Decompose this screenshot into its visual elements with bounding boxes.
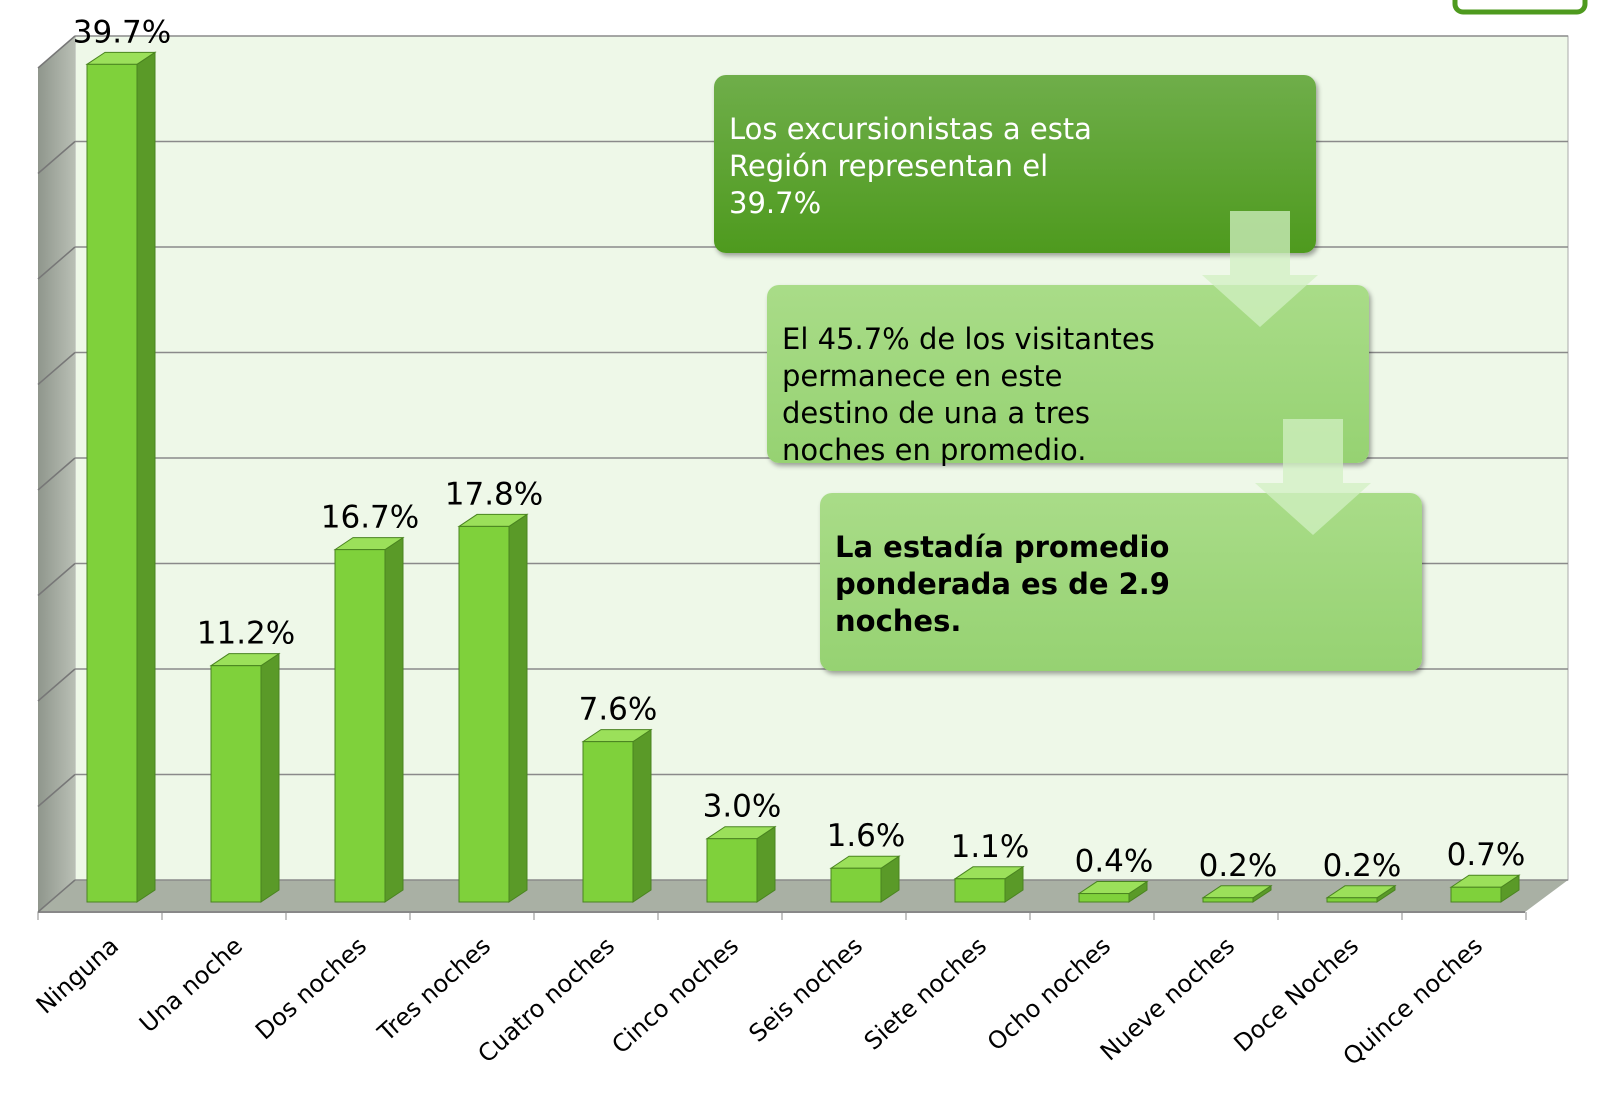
bar-front — [582, 741, 634, 903]
data-label: 0.2% — [1199, 848, 1278, 884]
bar-front — [458, 525, 510, 903]
bar-side — [136, 51, 156, 903]
data-label: 0.2% — [1323, 848, 1402, 884]
bar-side — [384, 536, 404, 903]
bar — [333, 536, 405, 903]
tick-mark — [37, 140, 76, 175]
tick-mark — [37, 246, 76, 280]
arrow — [1255, 419, 1371, 535]
x-tick-label: Cinco noches — [607, 932, 744, 1060]
annotation-line: Región representan el — [729, 149, 1049, 183]
data-label: 0.4% — [1075, 844, 1154, 880]
x-tick-label: Tres noches — [372, 932, 496, 1048]
tick-mark — [37, 773, 76, 808]
annotation-line: 39.7% — [729, 186, 822, 220]
bar-front — [1078, 893, 1130, 903]
bar — [1325, 884, 1397, 903]
tick-mark — [37, 562, 76, 597]
annotation-line: El 45.7% de los visitantes — [782, 322, 1155, 356]
bar — [1201, 884, 1273, 903]
annotation-line: destino de una a tres — [782, 396, 1090, 430]
data-label: 3.0% — [703, 789, 782, 825]
bar-front — [954, 878, 1006, 903]
x-tick-label: Dos noches — [250, 932, 372, 1046]
bar — [209, 652, 281, 903]
tick-mark — [37, 457, 76, 491]
annotation-line: noches en promedio. — [782, 433, 1087, 467]
bar — [1077, 880, 1149, 903]
bar — [581, 728, 653, 903]
annotation-line: ponderada es de 2.9 — [835, 567, 1170, 601]
x-tick-label: Doce Noches — [1229, 932, 1364, 1058]
bar-front — [334, 549, 386, 903]
data-label: 1.1% — [951, 829, 1030, 865]
annotation-line: Los excursionistas a esta — [729, 112, 1092, 146]
annotation-line: La estadía promedio — [835, 530, 1170, 564]
x-tick-label: Ocho noches — [982, 932, 1116, 1057]
bar — [85, 51, 157, 903]
x-tick-label: Seis noches — [743, 932, 868, 1048]
bar — [705, 825, 777, 903]
annotation-box: Los excursionistas a esta Región represen… — [714, 75, 1316, 253]
annotation-line: permanece en este — [782, 359, 1063, 393]
bar-front — [706, 838, 758, 903]
bar — [1449, 874, 1521, 903]
bar-front — [1202, 897, 1254, 903]
data-label: 11.2% — [197, 616, 295, 652]
bar — [457, 513, 529, 903]
corner-shape — [1452, 0, 1588, 15]
bar — [829, 855, 901, 903]
x-tick-label: Siete noches — [859, 932, 992, 1056]
data-label: 1.6% — [827, 818, 906, 854]
data-label: 7.6% — [579, 692, 658, 728]
data-label: 0.7% — [1447, 837, 1526, 873]
tick-mark — [37, 668, 76, 702]
data-label: 39.7% — [73, 14, 171, 50]
floor — [38, 880, 1568, 912]
bar-front — [1326, 897, 1378, 903]
x-tick-label: Una noche — [134, 932, 248, 1039]
arrow — [1202, 211, 1318, 327]
arrow-shape — [1202, 211, 1318, 327]
bar-front — [210, 665, 262, 903]
bar-side — [508, 513, 528, 903]
bar-side — [260, 652, 280, 903]
x-tick-label: Ninguna — [31, 932, 124, 1020]
bar-side — [632, 728, 652, 903]
data-label: 17.8% — [445, 476, 543, 512]
tick-mark — [37, 35, 76, 69]
data-label: 16.7% — [321, 500, 419, 536]
bar-front — [86, 63, 138, 903]
tick-mark — [37, 351, 76, 386]
bar-side — [756, 825, 776, 903]
bar-front — [1450, 886, 1502, 903]
tick-mark — [37, 879, 76, 913]
bar-front — [830, 867, 882, 903]
arrow-shape — [1255, 419, 1371, 535]
annotation-line: noches. — [835, 604, 962, 638]
x-tick-label: Nueve noches — [1095, 932, 1240, 1067]
bar — [953, 865, 1025, 903]
